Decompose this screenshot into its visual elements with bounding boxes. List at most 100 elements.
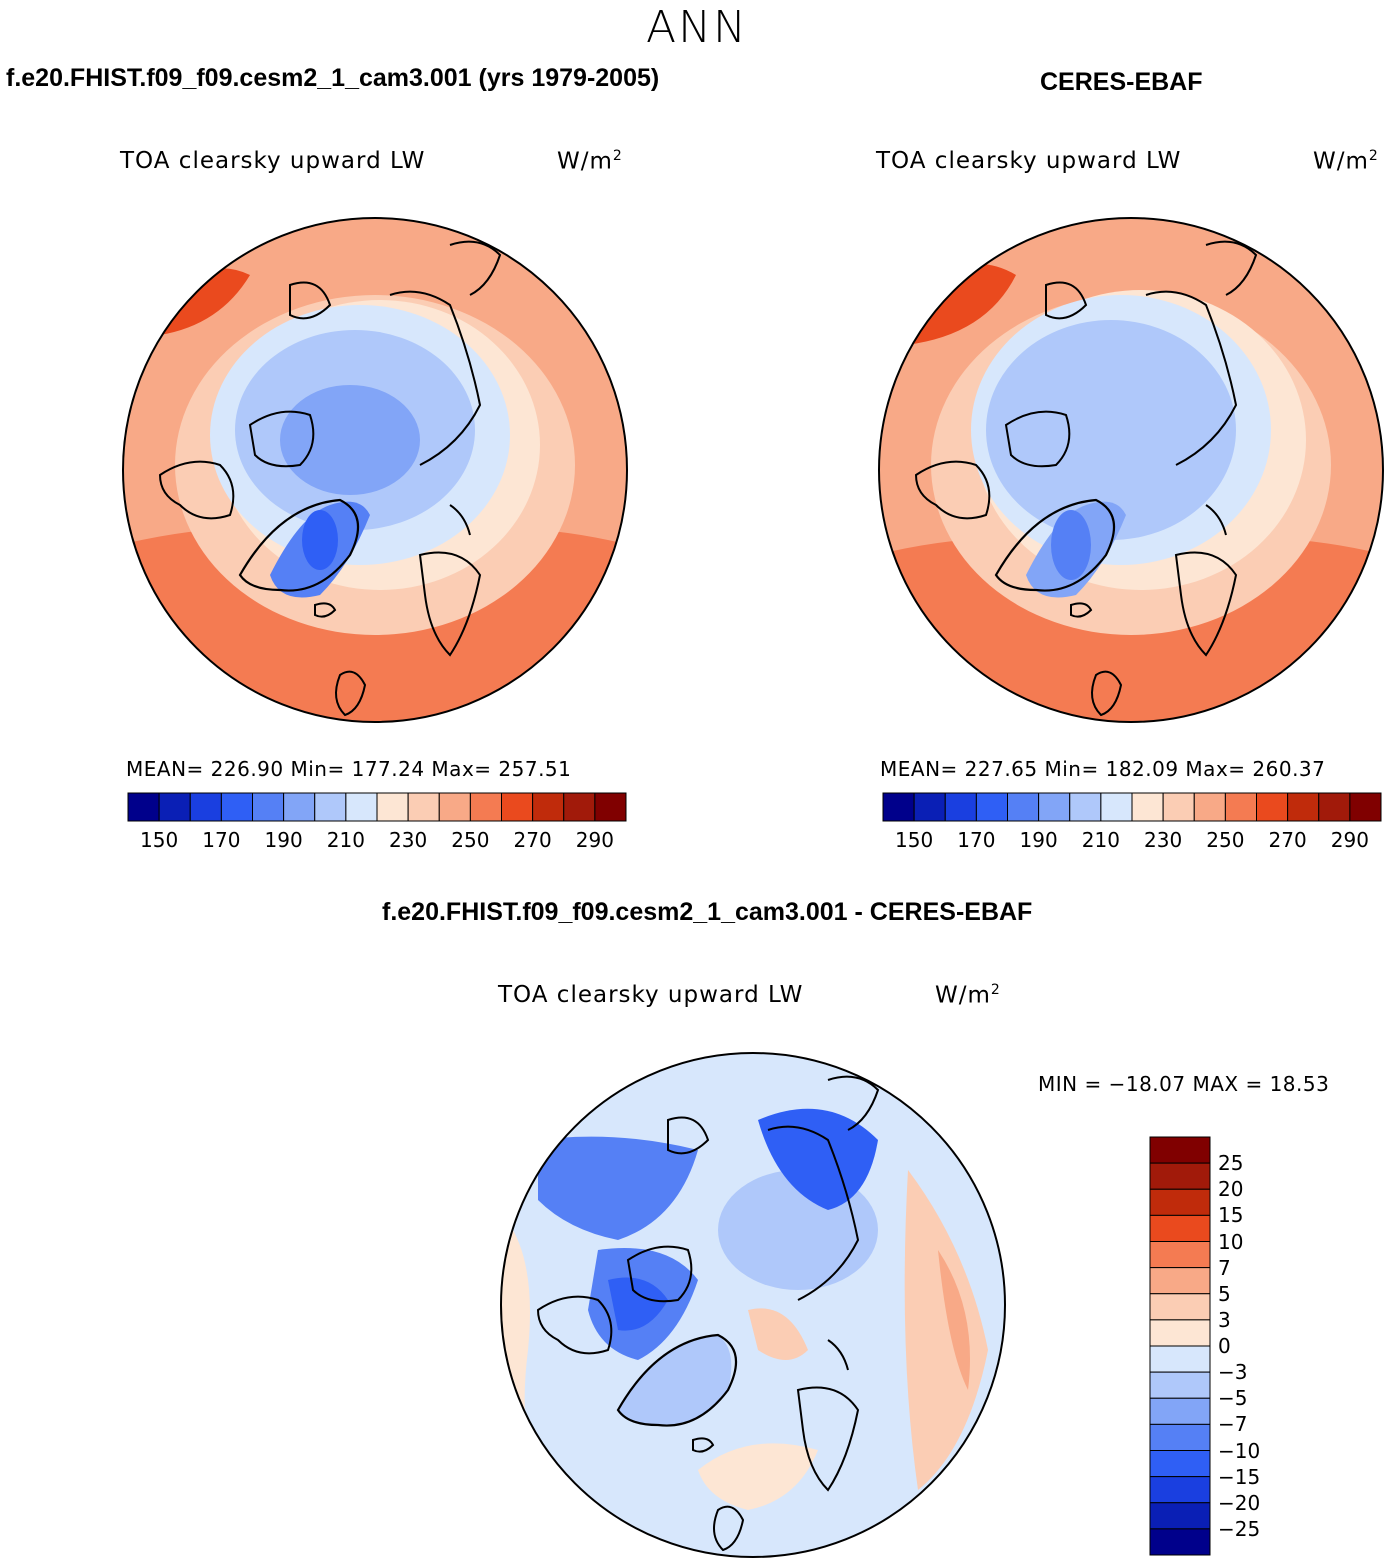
- diff-colorbar-tick-label: −25: [1218, 1516, 1261, 1541]
- obs-colorbar-tick-label: 190: [1019, 828, 1058, 852]
- model-colorbar-box: [376, 792, 409, 822]
- model-colorbar-box: [407, 792, 440, 822]
- obs-case-title: CERES-EBAF: [1040, 68, 1203, 96]
- model-variable-label: TOA clearsky upward LW: [120, 148, 426, 174]
- model-colorbar-box: [158, 792, 191, 822]
- model-colorbar-box: [563, 792, 596, 822]
- diff-colorbar-box: [1149, 1345, 1211, 1373]
- model-colorbar-box: [220, 792, 253, 822]
- model-colorbar-tick-label: 150: [140, 828, 179, 852]
- obs-colorbar-tick-label: 210: [1081, 828, 1120, 852]
- model-colorbar-box: [501, 792, 534, 822]
- obs-colorbar-box: [1256, 792, 1289, 822]
- diff-colorbar-tick-label: −20: [1218, 1490, 1261, 1515]
- figure-title: ANN: [646, 2, 748, 53]
- diff-colorbar-box: [1149, 1476, 1211, 1504]
- model-units-label: W/m2: [557, 148, 623, 175]
- obs-polar-map: [878, 217, 1384, 723]
- obs-colorbar-tick-label: 290: [1330, 828, 1369, 852]
- obs-colorbar-box: [1287, 792, 1320, 822]
- obs-colorbar-box: [913, 792, 946, 822]
- diff-units-label: W/m2: [935, 982, 1001, 1009]
- model-colorbar-box: [532, 792, 565, 822]
- model-colorbar-box: [252, 792, 285, 822]
- model-colorbar: [127, 792, 627, 822]
- diff-colorbar-box: [1149, 1319, 1211, 1347]
- diff-colorbar-tick-label: 25: [1218, 1151, 1244, 1176]
- model-polar-map: [122, 217, 628, 723]
- diff-stats: MIN = −18.07 MAX = 18.53: [1038, 1072, 1330, 1096]
- diff-colorbar-tick-label: −15: [1218, 1464, 1261, 1489]
- diff-colorbar-tick-label: 5: [1218, 1281, 1231, 1306]
- obs-colorbar-box: [1007, 792, 1040, 822]
- model-colorbar-box: [345, 792, 378, 822]
- obs-colorbar-ticks: 150 170 190 210 230 250 270 290: [883, 828, 1381, 852]
- obs-colorbar-tick-label: 150: [895, 828, 934, 852]
- diff-colorbar-box: [1149, 1528, 1211, 1556]
- obs-colorbar-box: [882, 792, 915, 822]
- obs-colorbar-box: [1193, 792, 1226, 822]
- model-colorbar-box: [283, 792, 316, 822]
- diff-colorbar-box: [1149, 1502, 1211, 1530]
- obs-colorbar: [882, 792, 1382, 822]
- model-colorbar-box: [314, 792, 347, 822]
- diff-colorbar-tick-label: 0: [1218, 1334, 1231, 1358]
- diff-colorbar-box: [1149, 1162, 1211, 1190]
- model-colorbar-tick-label: 270: [513, 828, 552, 852]
- model-colorbar-box: [469, 792, 502, 822]
- diff-colorbar-tick-label: 7: [1218, 1255, 1231, 1280]
- diff-colorbar-tick-label: 20: [1218, 1177, 1244, 1202]
- model-colorbar-tick-label: 210: [326, 828, 365, 852]
- diff-colorbar-tick-label: −10: [1218, 1438, 1261, 1463]
- diff-colorbar-tick-label: 10: [1218, 1229, 1244, 1254]
- diff-colorbar-tick-label: −7: [1218, 1412, 1248, 1437]
- diff-colorbar-tick-label: −3: [1218, 1360, 1248, 1385]
- obs-units-label: W/m2: [1313, 148, 1379, 175]
- model-colorbar-box: [189, 792, 222, 822]
- diff-colorbar-ticks: 25 20 15 10 7 5 3 0 −3 −5 −7 −10 −15 −20 −25: [1218, 1137, 1278, 1555]
- diff-colorbar-box: [1149, 1397, 1211, 1425]
- obs-colorbar-tick-label: 230: [1144, 828, 1183, 852]
- model-colorbar-tick-label: 170: [202, 828, 241, 852]
- obs-stats: MEAN= 227.65 Min= 182.09 Max= 260.37: [880, 757, 1326, 781]
- model-colorbar-tick-label: 230: [389, 828, 428, 852]
- diff-colorbar-box: [1149, 1371, 1211, 1399]
- obs-colorbar-tick-label: 250: [1206, 828, 1245, 852]
- obs-colorbar-box: [1100, 792, 1133, 822]
- diff-colorbar-box: [1149, 1267, 1211, 1295]
- model-colorbar-box: [127, 792, 160, 822]
- obs-colorbar-box: [1038, 792, 1071, 822]
- obs-colorbar-box: [1224, 792, 1257, 822]
- diff-colorbar: [1149, 1136, 1211, 1556]
- obs-colorbar-box: [1318, 792, 1351, 822]
- diff-variable-label: TOA clearsky upward LW: [498, 982, 804, 1008]
- obs-variable-label: TOA clearsky upward LW: [876, 148, 1182, 174]
- model-colorbar-tick-label: 250: [451, 828, 490, 852]
- diff-colorbar-box: [1149, 1450, 1211, 1478]
- model-colorbar-tick-label: 190: [264, 828, 303, 852]
- model-colorbar-tick-label: 290: [575, 828, 614, 852]
- model-case-title: f.e20.FHIST.f09_f09.cesm2_1_cam3.001 (yr…: [6, 64, 660, 92]
- diff-colorbar-box: [1149, 1136, 1211, 1164]
- obs-colorbar-box: [975, 792, 1008, 822]
- diff-colorbar-box: [1149, 1423, 1211, 1451]
- diff-colorbar-box: [1149, 1241, 1211, 1269]
- obs-colorbar-box: [1131, 792, 1164, 822]
- obs-colorbar-tick-label: 170: [957, 828, 996, 852]
- diff-colorbar-box: [1149, 1214, 1211, 1242]
- model-stats: MEAN= 226.90 Min= 177.24 Max= 257.51: [126, 757, 572, 781]
- obs-colorbar-tick-label: 270: [1268, 828, 1307, 852]
- diff-colorbar-tick-label: 3: [1218, 1307, 1231, 1332]
- diff-case-title: f.e20.FHIST.f09_f09.cesm2_1_cam3.001 - C…: [382, 898, 1033, 926]
- model-colorbar-ticks: 150 170 190 210 230 250 270 290: [128, 828, 626, 852]
- obs-colorbar-box: [944, 792, 977, 822]
- diff-colorbar-tick-label: 15: [1218, 1203, 1244, 1228]
- model-colorbar-box: [438, 792, 471, 822]
- diff-colorbar-box: [1149, 1293, 1211, 1321]
- obs-colorbar-box: [1349, 792, 1382, 822]
- model-colorbar-box: [594, 792, 627, 822]
- diff-polar-map: [500, 1052, 1006, 1558]
- diff-colorbar-box: [1149, 1188, 1211, 1216]
- obs-colorbar-box: [1069, 792, 1102, 822]
- obs-colorbar-box: [1162, 792, 1195, 822]
